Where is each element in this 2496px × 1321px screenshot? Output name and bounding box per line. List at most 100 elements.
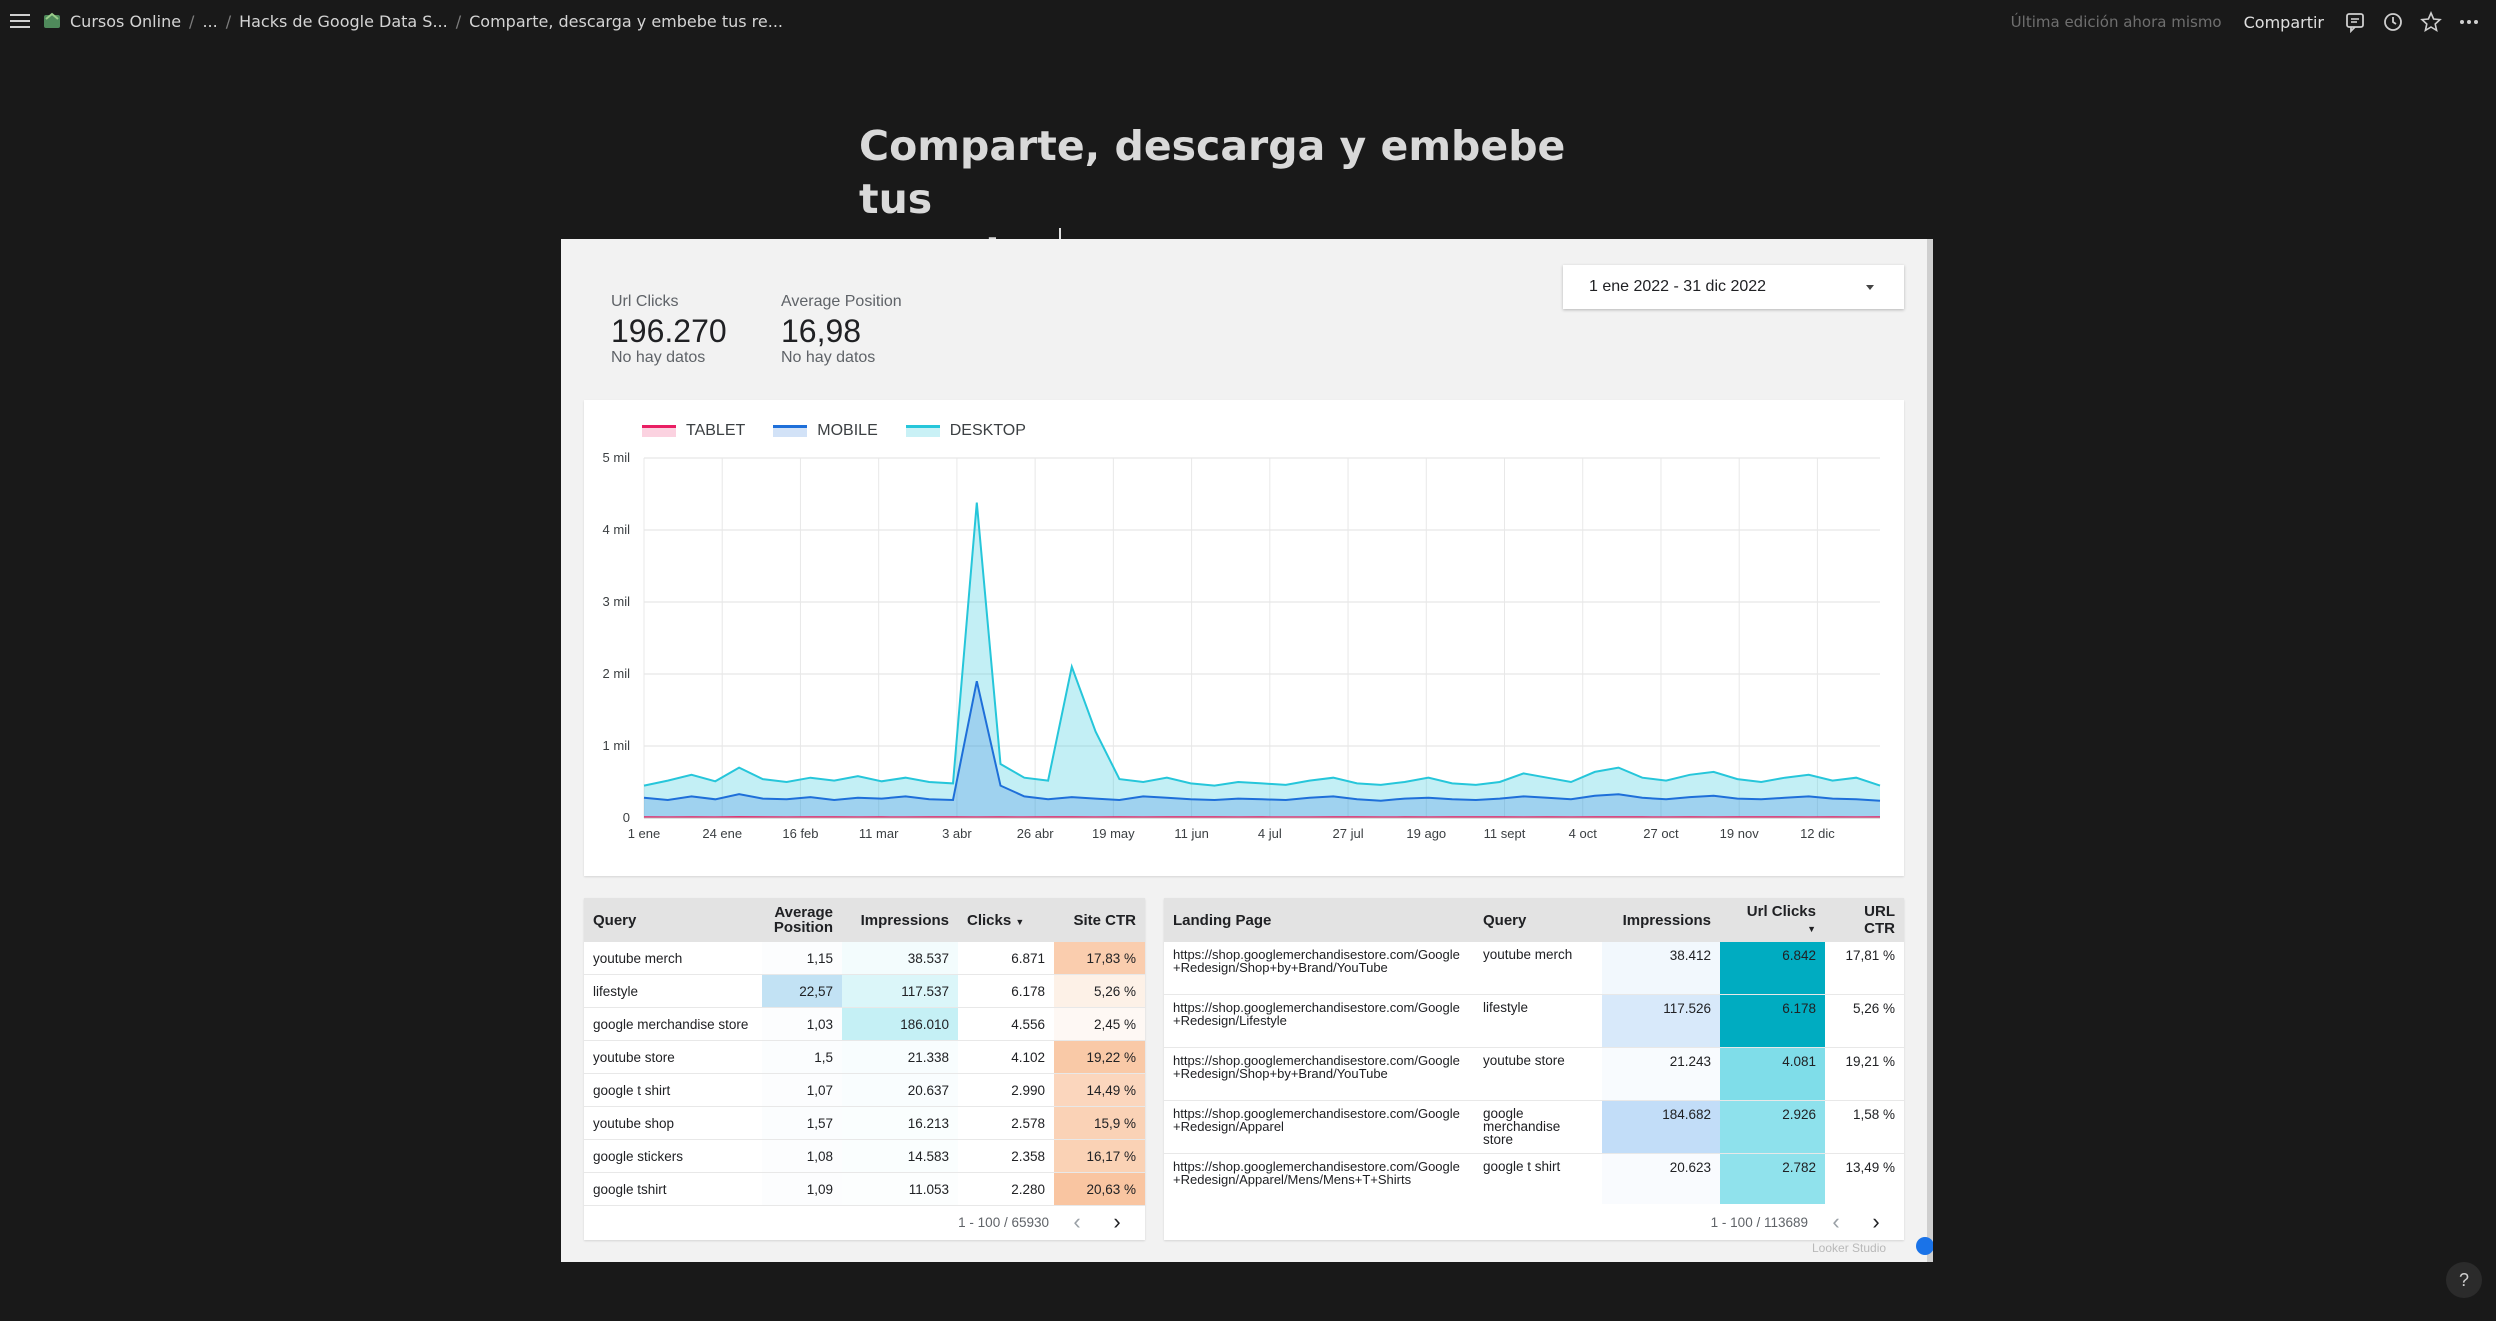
value-cell: 16.213 bbox=[842, 1106, 958, 1140]
value-cell: 2.578 bbox=[958, 1106, 1054, 1140]
sort-desc-icon: ▼ bbox=[1807, 923, 1816, 934]
table-row[interactable]: google tshirt 1,09 11.053 2.280 20,63 % bbox=[584, 1172, 1145, 1206]
star-icon[interactable] bbox=[2420, 11, 2442, 33]
value-cell: 16,17 % bbox=[1054, 1139, 1145, 1173]
value-cell: 5,26 % bbox=[1054, 974, 1145, 1008]
legend-swatch bbox=[642, 425, 676, 437]
y-tick-label: 5 mil bbox=[603, 450, 631, 465]
value-cell: 1,57 bbox=[762, 1106, 842, 1140]
report-scrollbar[interactable] bbox=[1927, 239, 1933, 1262]
value-cell: 19,22 % bbox=[1054, 1040, 1145, 1074]
column-header-url-clicks[interactable]: Url Clicks ▼ bbox=[1720, 898, 1825, 942]
value-cell: 5,26 % bbox=[1825, 994, 1904, 1048]
x-tick-label: 27 jul bbox=[1333, 826, 1364, 841]
column-header-clicks[interactable]: Clicks ▼ bbox=[958, 898, 1054, 942]
value-cell: 1,5 bbox=[762, 1040, 842, 1074]
query-cell: google merchandise store bbox=[584, 1007, 762, 1041]
column-header-impressions[interactable]: Impressions bbox=[1602, 898, 1720, 942]
column-header-impressions[interactable]: Impressions bbox=[842, 898, 958, 942]
more-icon[interactable] bbox=[2458, 11, 2480, 33]
query-cell: google t shirt bbox=[1474, 1153, 1602, 1207]
table-row[interactable]: https://shop.googlemerchandisestore.com/… bbox=[1164, 1100, 1904, 1154]
value-cell: 20.637 bbox=[842, 1073, 958, 1107]
series-area-desktop bbox=[644, 502, 1880, 818]
x-tick-label: 26 abr bbox=[1017, 826, 1055, 841]
table-row[interactable]: https://shop.googlemerchandisestore.com/… bbox=[1164, 1153, 1904, 1207]
chevron-right-icon[interactable]: › bbox=[1113, 1209, 1121, 1234]
table-row[interactable]: google merchandise store 1,03 186.010 4.556… bbox=[584, 1007, 1145, 1041]
series-line-mobile bbox=[643, 680, 1881, 802]
kpi-comparison: No hay datos bbox=[781, 349, 876, 366]
pager-range: 1 - 100 / 65930 bbox=[958, 1214, 1049, 1230]
share-button[interactable]: Compartir bbox=[2243, 12, 2324, 32]
table-row[interactable]: google stickers 1,08 14.583 2.358 16,17 % bbox=[584, 1139, 1145, 1173]
table-row[interactable]: youtube store 1,5 21.338 4.102 19,22 % bbox=[584, 1040, 1145, 1074]
value-cell: 38.537 bbox=[842, 942, 958, 975]
value-cell: 2,45 % bbox=[1054, 1007, 1145, 1041]
value-cell: 17,81 % bbox=[1825, 942, 1904, 995]
value-cell: 2.358 bbox=[958, 1139, 1054, 1173]
legend-item-tablet[interactable]: TABLET bbox=[642, 422, 745, 440]
menu-icon[interactable] bbox=[10, 11, 30, 31]
landing-page-cell: https://shop.googlemerchandisestore.com/… bbox=[1164, 994, 1474, 1048]
query-cell: google t shirt bbox=[584, 1073, 762, 1107]
breadcrumb-item-1[interactable]: Cursos Online bbox=[70, 11, 182, 31]
value-cell: 1,03 bbox=[762, 1007, 842, 1041]
query-cell: youtube store bbox=[1474, 1047, 1602, 1101]
value-cell: 14,49 % bbox=[1054, 1073, 1145, 1107]
column-header-query[interactable]: Query bbox=[1474, 898, 1602, 942]
chevron-right-icon[interactable]: › bbox=[1872, 1209, 1880, 1234]
x-tick-label: 19 may bbox=[1092, 826, 1135, 841]
kpi-label: Url Clicks bbox=[611, 293, 679, 310]
history-icon[interactable] bbox=[2382, 11, 2404, 33]
kpi-comparison: No hay datos bbox=[611, 349, 706, 366]
column-header-site-ctr[interactable]: Site CTR bbox=[1054, 898, 1145, 942]
embedded-report[interactable]: Url Clicks 196.270 No hay datos Average … bbox=[561, 239, 1933, 1262]
table-row[interactable]: youtube merch 1,15 38.537 6.871 17,83 % bbox=[584, 942, 1145, 975]
chevron-left-icon[interactable]: ‹ bbox=[1832, 1209, 1840, 1234]
breadcrumb-item-2[interactable]: ... bbox=[202, 11, 218, 31]
breadcrumb-item-4[interactable]: Comparte, descarga y embebe tus re... bbox=[469, 11, 783, 31]
sort-desc-icon: ▼ bbox=[1015, 916, 1025, 927]
legend-label: DESKTOP bbox=[949, 422, 1026, 439]
value-cell: 4.556 bbox=[958, 1007, 1054, 1041]
column-header-landing-page[interactable]: Landing Page bbox=[1164, 898, 1474, 942]
table-row[interactable]: google t shirt 1,07 20.637 2.990 14,49 % bbox=[584, 1073, 1145, 1107]
column-header-average-position[interactable]: Average Position bbox=[762, 898, 842, 942]
table-row[interactable]: https://shop.googlemerchandisestore.com/… bbox=[1164, 942, 1904, 995]
help-button[interactable]: ? bbox=[2446, 1262, 2482, 1298]
value-cell: 186.010 bbox=[842, 1007, 958, 1041]
comment-icon[interactable] bbox=[2344, 11, 2366, 33]
x-tick-label: 4 jul bbox=[1258, 826, 1282, 841]
breadcrumb: Cursos Online / ... / Hacks de Google Data… bbox=[42, 11, 783, 31]
legend-item-desktop[interactable]: DESKTOP bbox=[905, 422, 1026, 440]
query-cell: youtube merch bbox=[584, 942, 762, 975]
table-row[interactable]: https://shop.googlemerchandisestore.com/… bbox=[1164, 1047, 1904, 1101]
x-tick-label: 11 sept bbox=[1484, 826, 1526, 841]
value-cell: 1,07 bbox=[762, 1073, 842, 1107]
value-cell: 117.537 bbox=[842, 974, 958, 1008]
series-line-desktop bbox=[643, 502, 1881, 787]
table-row[interactable]: youtube shop 1,57 16.213 2.578 15,9 % bbox=[584, 1106, 1145, 1140]
breadcrumb-item-3[interactable]: Hacks de Google Data S... bbox=[239, 11, 448, 31]
time-series-chart[interactable]: TABLET MOBILE DESKTOP 0 1 mil 2 mil 3 mil 4 … bbox=[584, 400, 1904, 876]
chevron-left-icon[interactable]: ‹ bbox=[1073, 1209, 1081, 1234]
value-cell: 11.053 bbox=[842, 1172, 958, 1206]
value-cell: 2.782 bbox=[1720, 1153, 1825, 1207]
table-row[interactable]: https://shop.googlemerchandisestore.com/… bbox=[1164, 994, 1904, 1048]
column-header-query[interactable]: Query bbox=[584, 898, 762, 942]
page-title-line-1: Comparte, descarga y embebe tus bbox=[859, 122, 1566, 223]
value-cell: 6.871 bbox=[958, 942, 1054, 975]
query-cell: lifestyle bbox=[584, 974, 762, 1008]
column-header-url-ctr[interactable]: URL CTR bbox=[1825, 898, 1904, 942]
value-cell: 21.243 bbox=[1602, 1047, 1720, 1101]
kpi-value: 16,98 bbox=[781, 313, 862, 349]
landing-page-cell: https://shop.googlemerchandisestore.com/… bbox=[1164, 942, 1474, 995]
value-cell: 1,09 bbox=[762, 1172, 842, 1206]
date-range-picker[interactable]: 1 ene 2022 - 31 dic 2022 bbox=[1563, 265, 1904, 309]
y-tick-label: 1 mil bbox=[603, 738, 631, 753]
looker-studio-watermark[interactable]: Looker Studio bbox=[1812, 1241, 1887, 1255]
query-cell: google merchandise store bbox=[1474, 1100, 1602, 1154]
table-row[interactable]: lifestyle 22,57 117.537 6.178 5,26 % bbox=[584, 974, 1145, 1008]
legend-item-mobile[interactable]: MOBILE bbox=[773, 422, 878, 440]
